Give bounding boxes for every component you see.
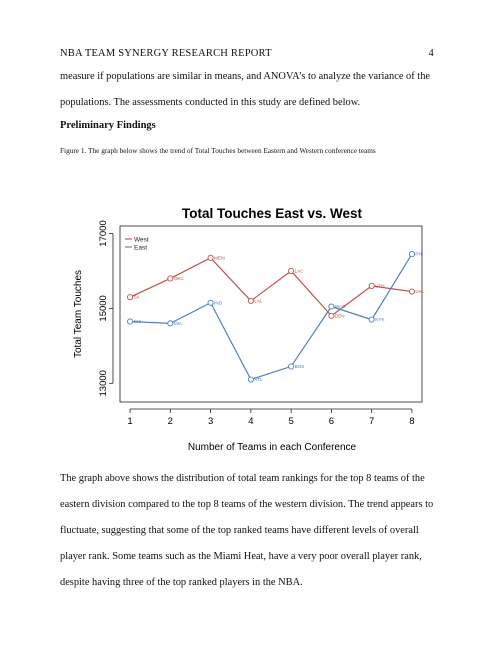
east-point-label: ATL [254,377,263,382]
east-data-point [207,299,214,306]
west-data-point [408,288,415,295]
figure-caption: Figure 1. The graph below shows the tren… [60,146,376,155]
west-point-label: OKC [174,276,185,281]
x-tick-label: 5 [288,416,293,427]
y-tick-label: 13000 [98,370,109,396]
intro-paragraph: measure if populations are similar in me… [60,71,431,108]
east-data-point [127,318,134,325]
x-tick-label: 1 [127,416,132,427]
y-tick-label: 17000 [98,220,109,246]
series-layer: SA OKC MEM LAL LAC DEN UTH DAL CHI MIA IND ATL BOS WA… [127,251,425,383]
west-point-label: SA [134,295,141,300]
east-point-label: WAS [335,304,345,309]
east-data-point [328,303,335,310]
west-data-point [288,267,295,274]
plot-frame [119,225,423,403]
east-data-point [288,363,295,370]
west-data-point [368,282,375,289]
east-point-label: BOS [295,364,305,369]
west-point-label: DEN [335,313,345,318]
x-tick-label: 4 [248,416,253,427]
x-tick-label: 6 [329,416,334,427]
west-data-point [167,275,174,282]
x-tick-label: 7 [369,416,374,427]
page-number: 4 [428,48,434,59]
section-heading: Preliminary Findings [60,120,156,131]
touches-line-chart: Total Touches East vs. West 1 2 3 4 5 6 7 8 1300… [73,206,425,453]
running-head: NBA TEAM SYNERGY RESEARCH REPORT [60,48,272,59]
axes: 1 2 3 4 5 6 7 8 13000 15000 17000 [98,220,415,427]
west-point-label: LAC [295,268,305,273]
legend-label: West [134,236,149,243]
series-west: SA OKC MEM LAL LAC DEN UTH DAL [127,254,425,319]
east-point-label: CHI [134,319,142,324]
east-data-point [167,320,174,327]
discussion-paragraph: The graph above shows the distribution o… [60,473,434,588]
east-point-label: PHI [415,252,423,257]
west-series-line [129,257,413,317]
series-east: CHI MIA IND ATL BOS WAS NYK PHI [127,251,423,383]
page-header: NBA TEAM SYNERGY RESEARCH REPORT 4 [60,48,434,62]
x-axis-label: Number of Teams in each Conference [188,442,357,453]
y-tick-label: 15000 [98,295,109,321]
east-data-point [408,251,415,258]
chart-title: Total Touches East vs. West [182,206,363,221]
x-tick-label: 2 [168,416,173,427]
west-point-label: UTH [375,283,384,288]
east-point-label: IND [214,300,223,305]
west-point-label: DAL [415,289,424,294]
west-point-label: LAL [254,298,263,303]
west-data-point [207,254,214,261]
west-data-point [328,312,335,319]
west-data-point [127,294,134,301]
east-data-point [368,316,375,323]
legend-label: East [134,244,147,251]
y-axis-label: Total Team Touches [73,270,84,358]
east-point-label: MIA [174,321,183,326]
east-data-point [247,376,254,383]
west-point-label: MEM [214,255,225,260]
east-series-line [130,253,413,381]
x-tick-label: 3 [208,416,213,427]
east-point-label: NYK [375,317,385,322]
x-tick-label: 8 [409,416,414,427]
west-data-point [247,297,254,304]
